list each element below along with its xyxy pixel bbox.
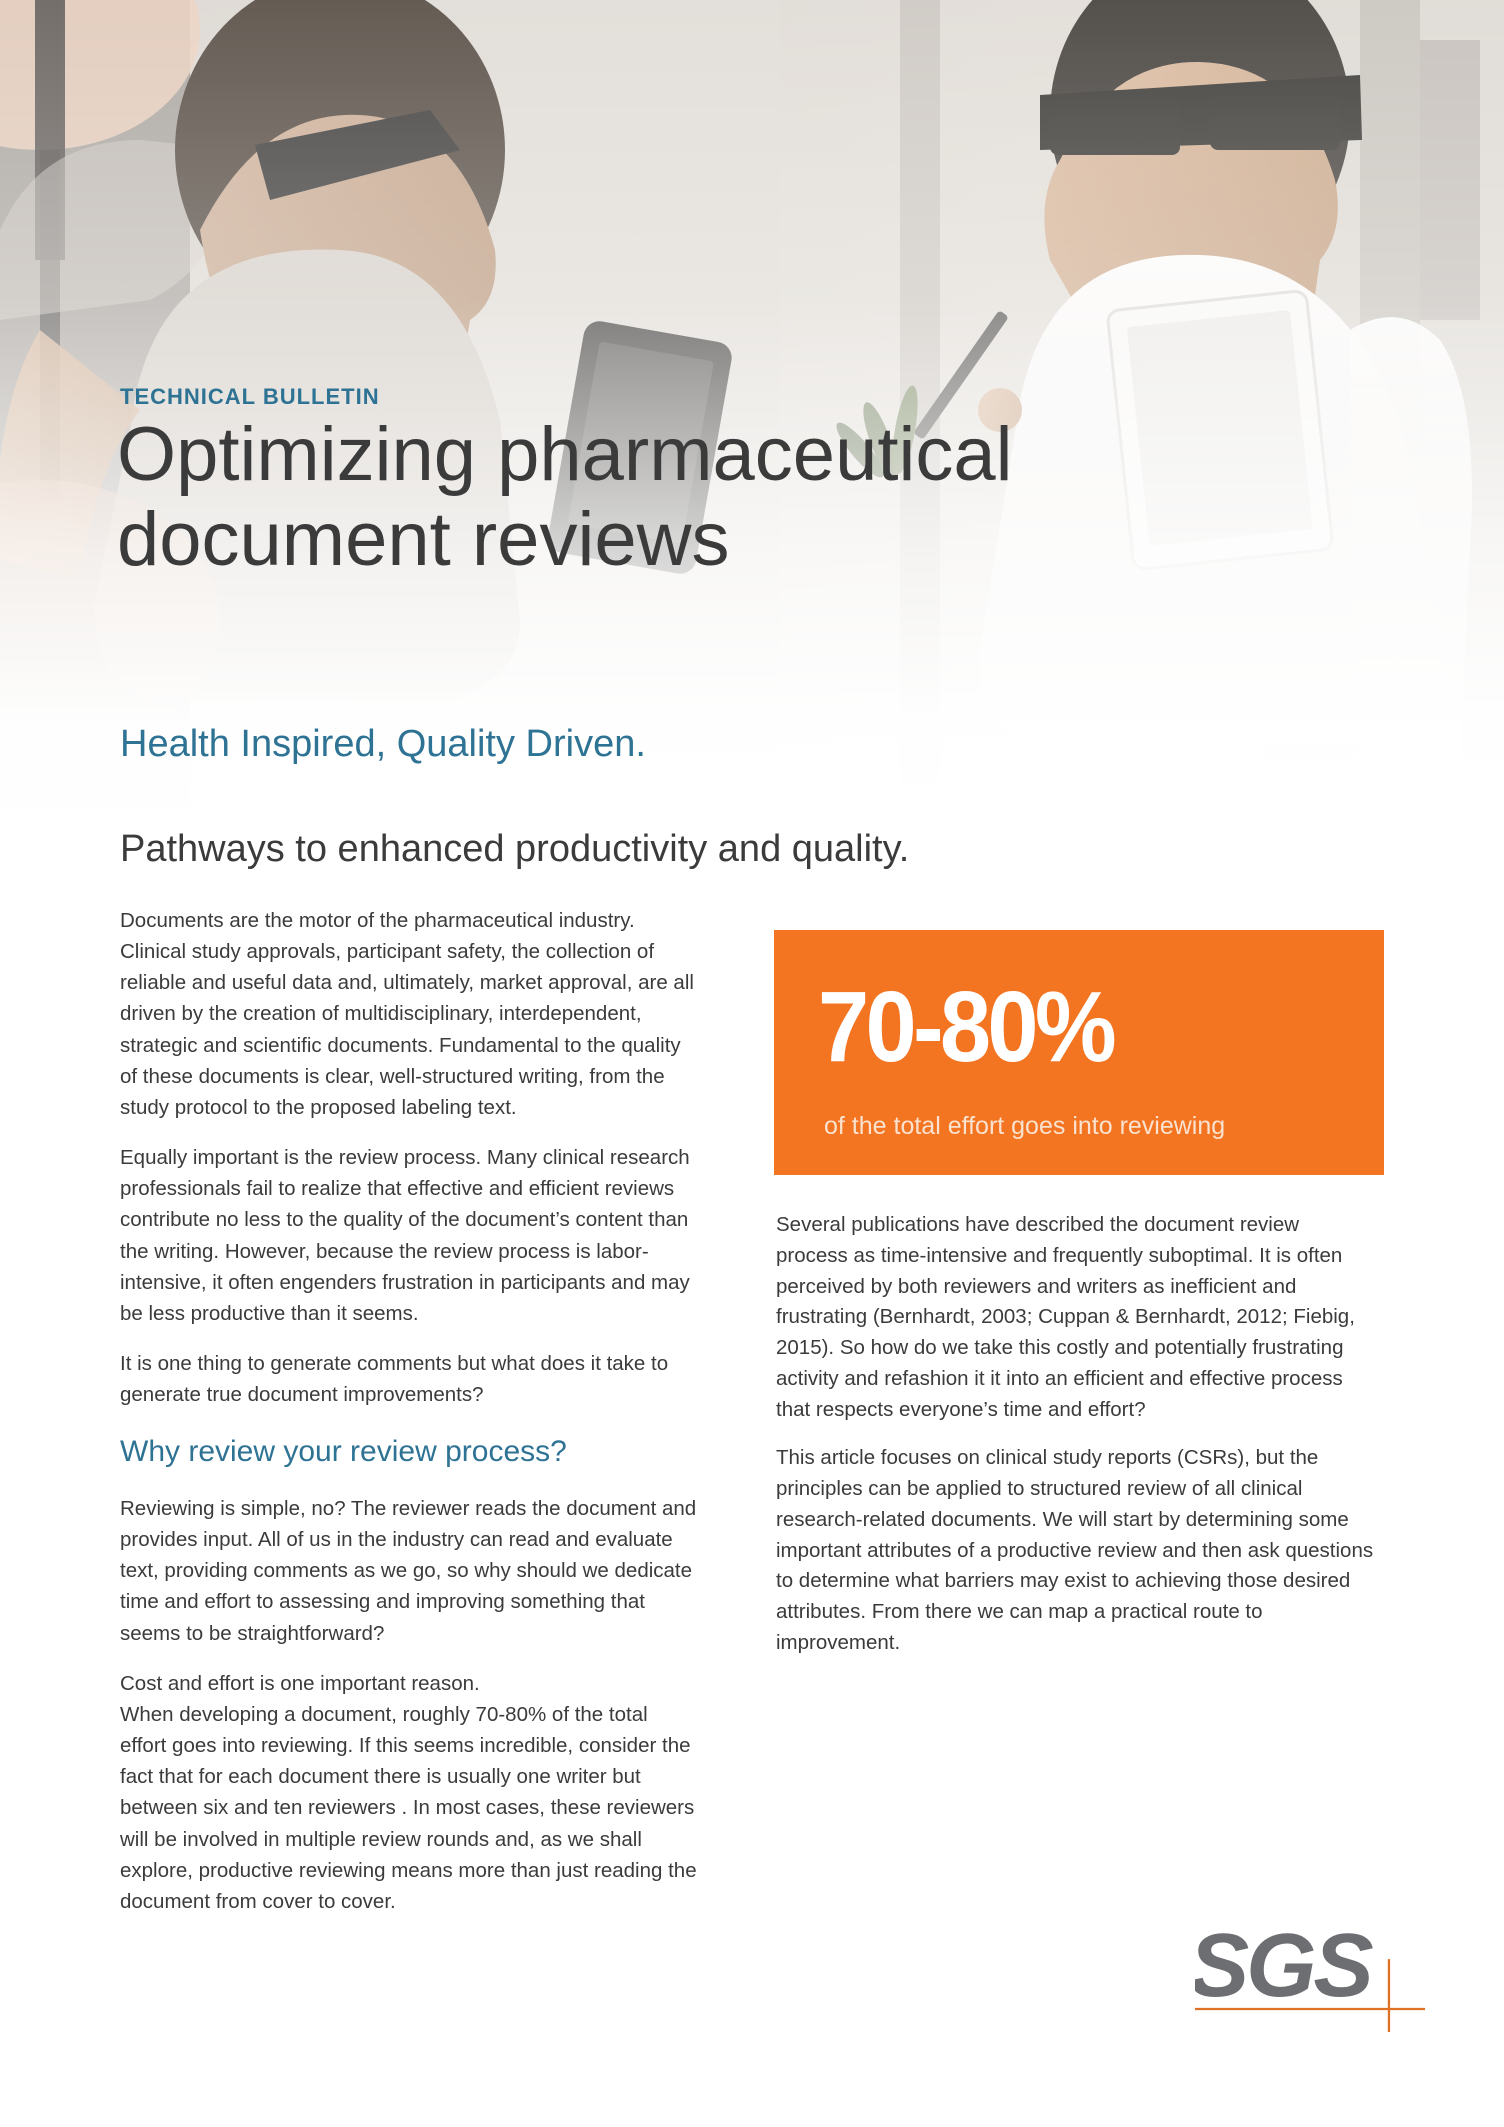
svg-text:SGS: SGS (1195, 1917, 1373, 2016)
